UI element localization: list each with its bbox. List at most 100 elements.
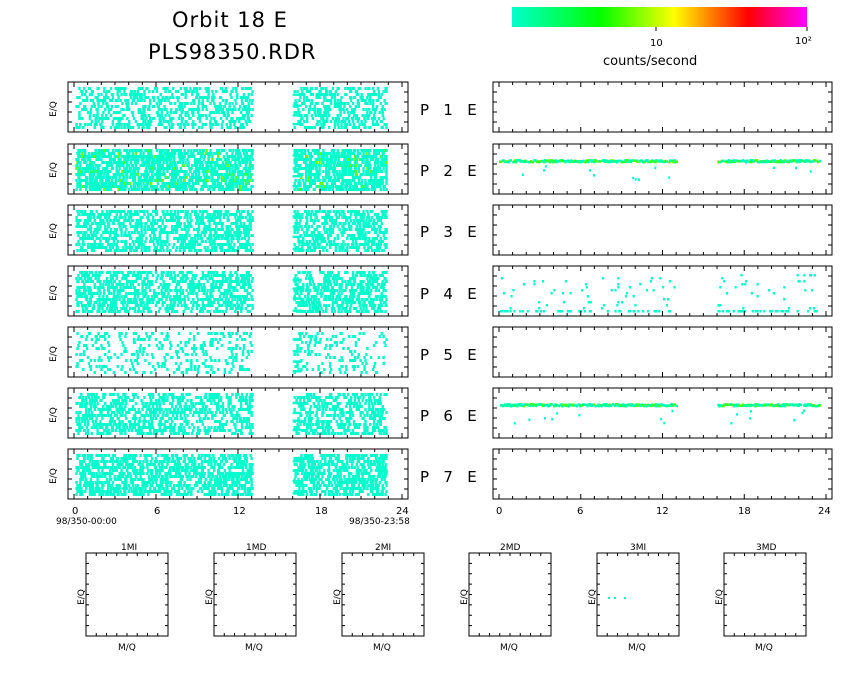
heat-cell — [222, 149, 226, 152]
heat-cell — [364, 126, 367, 129]
heat-cell — [343, 111, 346, 114]
heat-cell — [126, 176, 129, 179]
heat-cell — [144, 114, 147, 117]
heat-cell — [301, 167, 304, 170]
heat-cell — [385, 246, 388, 249]
heat-cell — [229, 243, 232, 246]
heat-cell — [201, 240, 205, 243]
heat-cell — [190, 167, 193, 170]
heat-cell — [186, 216, 189, 219]
heat-cell — [176, 304, 180, 307]
heat-cell — [342, 167, 345, 170]
heat-cell — [198, 243, 202, 246]
heat-cell — [95, 301, 98, 304]
heat-cell — [122, 274, 125, 277]
heat-cell — [146, 176, 149, 179]
heat-cell — [199, 176, 203, 179]
heat-cell — [136, 90, 139, 93]
heat-cell — [134, 158, 138, 161]
heat-cell — [196, 105, 200, 108]
heat-cell — [238, 149, 241, 152]
heat-cell — [371, 105, 375, 108]
heat-cell — [80, 179, 83, 182]
heat-cell — [164, 99, 167, 102]
heat-cell — [197, 176, 201, 179]
heat-cell — [329, 93, 333, 96]
heat-cell — [385, 87, 388, 90]
heat-cell — [358, 87, 361, 90]
heat-cell — [142, 283, 145, 286]
heat-cell — [192, 243, 195, 246]
heat-cell — [89, 216, 93, 219]
heat-cell — [192, 126, 195, 129]
heat-cell — [186, 90, 189, 93]
heat-cell — [161, 219, 164, 222]
heat-cell — [185, 120, 188, 123]
heat-cell — [178, 295, 182, 298]
heat-cell — [79, 182, 82, 185]
heat-cell — [336, 149, 339, 152]
heat-cell — [123, 298, 126, 301]
heat-cell — [373, 111, 377, 114]
heat-cell — [129, 286, 133, 289]
heat-cell — [296, 231, 299, 234]
heat-cell — [149, 310, 153, 313]
heat-cell — [145, 167, 148, 170]
heat-cell — [78, 126, 81, 129]
heat-cell — [382, 188, 385, 191]
heat-cell — [171, 246, 175, 249]
heat-cell — [170, 111, 173, 114]
heat-cell — [207, 158, 210, 161]
heat-cell — [126, 219, 129, 222]
heat-cell — [199, 219, 203, 222]
heat-cell — [193, 99, 196, 102]
heat-cell — [141, 87, 144, 90]
heat-cell — [173, 280, 177, 283]
heat-cell — [75, 158, 78, 161]
heat-cell — [363, 188, 366, 191]
heat-cell — [137, 283, 140, 286]
heat-cell — [244, 158, 248, 161]
heat-cell — [157, 292, 161, 295]
heat-cell — [86, 123, 90, 126]
heat-cell — [179, 301, 183, 304]
heat-cell — [380, 108, 383, 111]
heat-cell — [327, 114, 331, 117]
heat-cell — [154, 280, 158, 283]
heat-cell — [351, 120, 355, 123]
heat-cell — [148, 249, 151, 252]
heat-cell — [184, 114, 187, 117]
heat-cell — [354, 210, 358, 213]
heat-cell — [241, 161, 245, 164]
heat-cell — [243, 96, 247, 99]
heat-cell — [222, 188, 226, 191]
heat-cell — [166, 289, 169, 292]
heat-cell — [125, 292, 128, 295]
heat-cell — [227, 246, 230, 249]
heat-cell — [100, 286, 103, 289]
heat-cell — [219, 96, 223, 99]
heat-cell — [170, 179, 173, 182]
heat-cell — [189, 170, 192, 173]
heat-cell — [190, 102, 193, 105]
heat-cell — [125, 249, 128, 252]
heat-cell — [115, 277, 118, 280]
heat-cell — [243, 243, 247, 246]
heat-cell — [239, 155, 243, 158]
heat-cell — [126, 108, 129, 111]
heat-cell — [108, 213, 112, 216]
heat-cell — [133, 173, 137, 176]
heat-cell — [160, 152, 163, 155]
heat-cell — [103, 292, 106, 295]
heat-cell — [149, 99, 152, 102]
heat-cell — [131, 164, 135, 167]
heat-cell — [154, 271, 158, 274]
heat-cell — [301, 117, 304, 120]
heat-cell — [317, 234, 320, 237]
heat-cell — [82, 234, 85, 237]
heat-cell — [139, 219, 142, 222]
heat-cell — [372, 219, 376, 222]
heat-cell — [194, 108, 198, 111]
heat-cell — [144, 295, 147, 298]
heat-cell — [229, 164, 232, 167]
